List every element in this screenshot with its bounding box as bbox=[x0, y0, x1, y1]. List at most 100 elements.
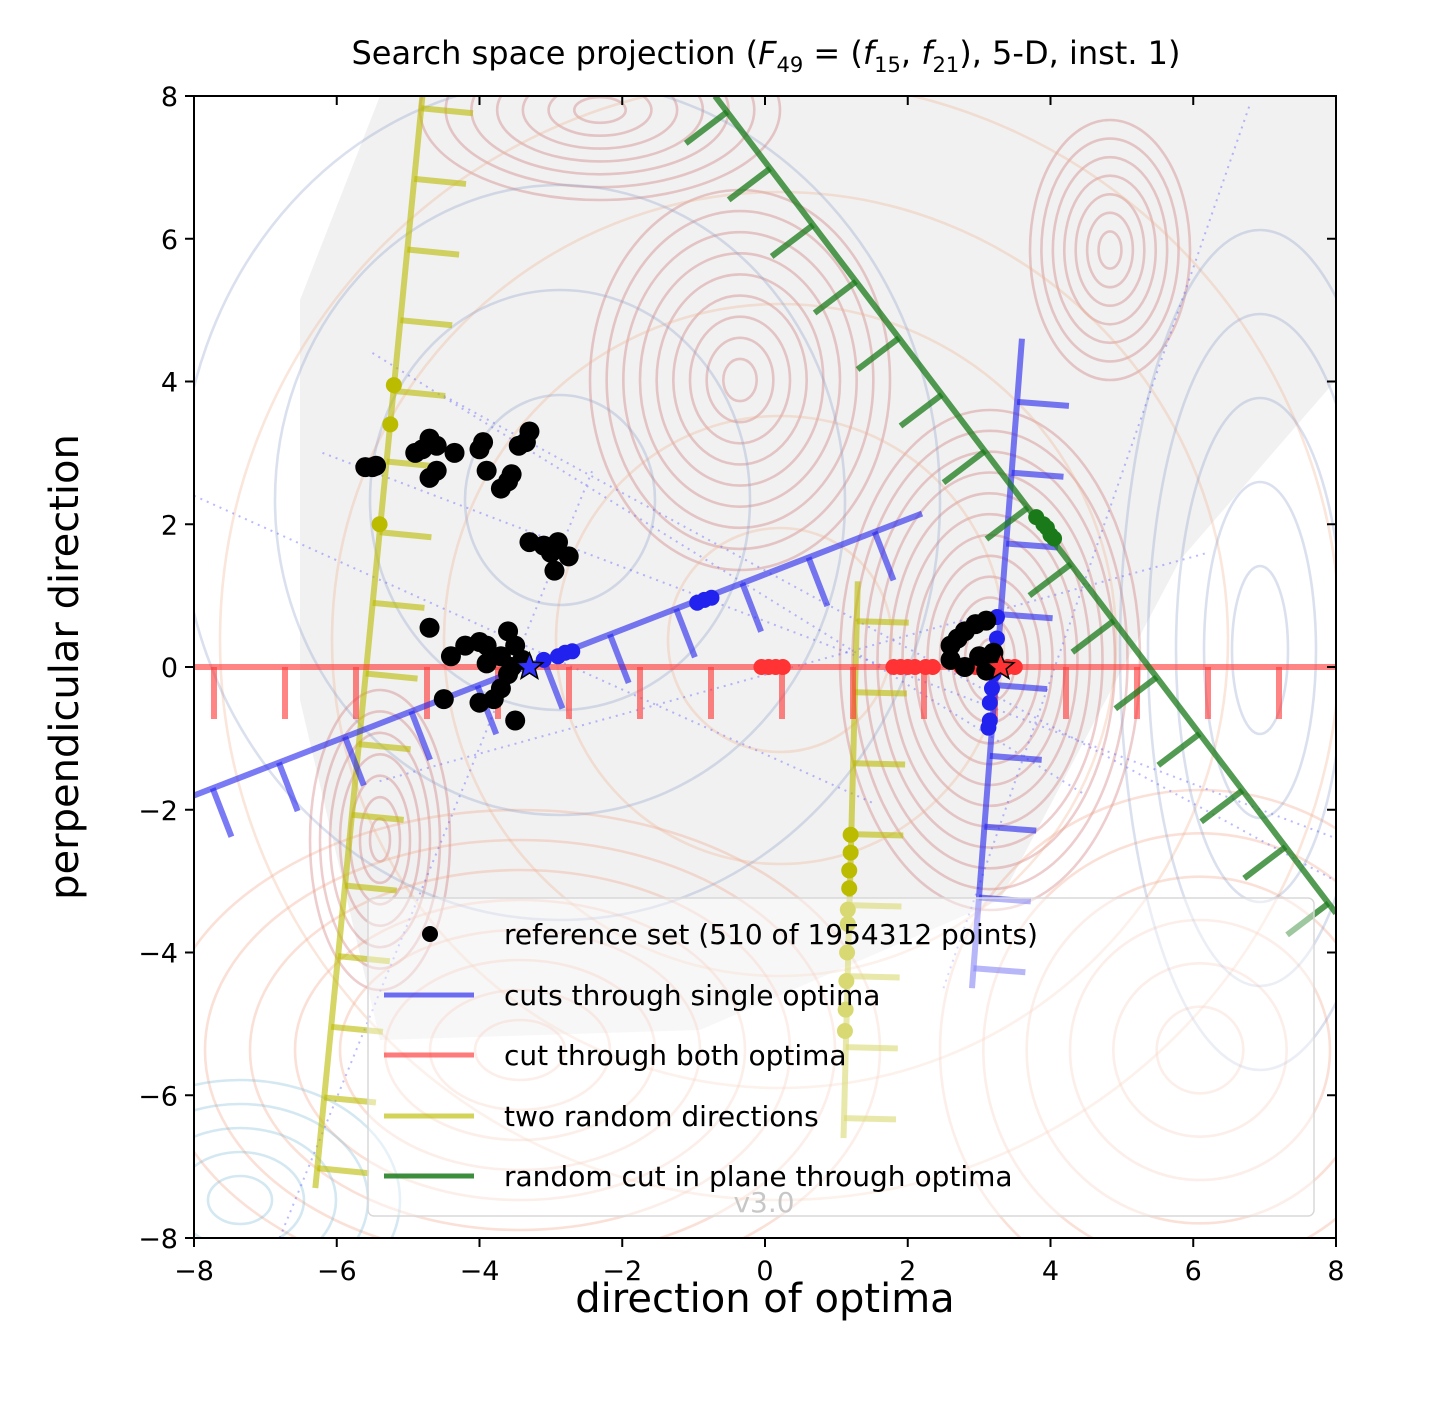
two-random-directions-tick bbox=[420, 105, 474, 117]
contour-line bbox=[194, 1078, 402, 1238]
reference-set-510-of-1954312-points-point bbox=[954, 657, 975, 677]
contour-line bbox=[1062, 174, 1158, 326]
cuts-through-single-optima-point bbox=[981, 694, 998, 711]
guide-line bbox=[443, 394, 1336, 883]
two-random-directions-tick bbox=[845, 1044, 898, 1052]
cuts-through-single-optima-point bbox=[980, 719, 997, 736]
guide-line bbox=[194, 494, 873, 804]
contour-line bbox=[622, 230, 858, 530]
reference-set-510-of-1954312-points-point bbox=[476, 460, 497, 481]
contour-line bbox=[705, 336, 775, 424]
two-random-directions-tick bbox=[851, 831, 904, 839]
reference-set-510-of-1954312-points-point bbox=[558, 546, 579, 567]
legend-label-both-optima: cut through both optima bbox=[504, 1039, 847, 1072]
contour-line bbox=[1068, 918, 1332, 1182]
reference-set-510-of-1954312-points-point bbox=[501, 657, 522, 677]
two-random-directions-tick bbox=[393, 387, 446, 399]
random-cut-in-plane-through-optima-tick bbox=[1027, 561, 1073, 599]
contour-line bbox=[1040, 137, 1180, 363]
two-random-directions-tick bbox=[856, 618, 909, 626]
x-tick-label: −6 bbox=[317, 1256, 357, 1287]
random-cut-in-plane-through-optima-point bbox=[1046, 530, 1063, 547]
contour-line bbox=[328, 731, 432, 949]
two-random-directions-point bbox=[842, 826, 859, 843]
contour-line bbox=[1085, 211, 1135, 289]
two-random-directions-point bbox=[839, 901, 856, 918]
random-cut-in-plane-through-optima-tick bbox=[1199, 787, 1245, 825]
contour-line bbox=[605, 209, 875, 551]
reference-set-510-of-1954312-points-point bbox=[473, 432, 494, 453]
reference-set-510-of-1954312-points-point bbox=[544, 560, 565, 581]
two-random-directions-tick bbox=[351, 811, 404, 823]
optimum-star bbox=[985, 650, 1016, 680]
cuts-through-single-optima-tick bbox=[1000, 611, 1053, 622]
random-cut-in-plane-through-optima-tick bbox=[1070, 618, 1116, 655]
random-cut-in-plane-through-optima-tick bbox=[726, 166, 772, 203]
contour-line bbox=[273, 183, 847, 817]
reference-set-510-of-1954312-points-point bbox=[501, 464, 522, 485]
two-random-directions-point bbox=[837, 1001, 854, 1018]
reference-set-510-of-1954312-points-point bbox=[505, 710, 526, 731]
legend-label-reference-set: reference set (510 of 1954312 points) bbox=[504, 918, 1038, 951]
contour-line bbox=[194, 1150, 306, 1238]
contour-line bbox=[1118, 228, 1336, 1072]
contour-line bbox=[1025, 875, 1336, 1225]
contour-line bbox=[851, 429, 1129, 891]
reference-set-510-of-1954312-points-point bbox=[419, 617, 440, 638]
two-random-directions-tick bbox=[379, 529, 432, 541]
x-tick-label: −8 bbox=[174, 1256, 214, 1287]
x-tick-label: 2 bbox=[899, 1256, 916, 1287]
contour-line bbox=[368, 288, 752, 712]
cuts-through-single-optima-tick bbox=[540, 658, 566, 710]
contour-line bbox=[876, 471, 1104, 849]
two-random-directions-point bbox=[842, 844, 859, 861]
legend: reference set (510 of 1954312 points) cu… bbox=[367, 897, 1315, 1217]
two-random-directions-point bbox=[385, 377, 402, 394]
chart-title: Search space projection (F49 = (f15, f21… bbox=[351, 34, 1180, 77]
cuts-through-single-optima-tick bbox=[871, 530, 897, 582]
random-cut-in-plane-through-optima-tick bbox=[683, 109, 729, 146]
two-random-directions-tick bbox=[843, 1115, 897, 1123]
two-random-directions-point bbox=[841, 880, 858, 897]
contour-line bbox=[218, 96, 1336, 1202]
contour-line bbox=[1028, 118, 1192, 382]
y-tick-label: 0 bbox=[161, 653, 178, 684]
reference-set-510-of-1954312-points-point bbox=[366, 455, 387, 476]
plot-area bbox=[194, 96, 1336, 1238]
contour-line bbox=[293, 898, 747, 1202]
two-random-directions-tick bbox=[849, 902, 902, 910]
contour-line bbox=[428, 988, 612, 1112]
cuts-through-single-optima-tick bbox=[973, 965, 1026, 976]
version-label: v3.0 bbox=[733, 1186, 794, 1219]
legend-box bbox=[367, 897, 1315, 1217]
cuts-through-single-optima-tick bbox=[739, 582, 764, 633]
cuts-through-single-optima-point bbox=[988, 630, 1005, 647]
y-tick-label: −4 bbox=[138, 939, 178, 970]
axis-ticks: −8 −6 −4 −2 0 2 4 6 8 −8 −6 −4 −2 0 2 4 6 8 bbox=[138, 82, 1344, 1287]
two-random-directions-point bbox=[838, 973, 855, 990]
two-random-directions-line bbox=[312, 96, 426, 1189]
cuts-through-single-optima-tick bbox=[1016, 398, 1070, 409]
two-random-directions-point bbox=[839, 915, 856, 932]
contour-line bbox=[638, 252, 842, 508]
y-tick-label: −6 bbox=[138, 1081, 178, 1112]
contour-line bbox=[1112, 962, 1288, 1138]
random-cut-in-plane-through-optima-tick bbox=[855, 335, 901, 372]
reference-set-510-of-1954312-points-point bbox=[426, 435, 447, 456]
random-cut-in-plane-through-optima-tick bbox=[1242, 844, 1288, 881]
contour-line bbox=[495, 96, 705, 163]
contour-line bbox=[521, 96, 679, 150]
reference-set-510-of-1954312-points-point bbox=[476, 653, 497, 674]
two-random-directions-point bbox=[371, 516, 388, 533]
guide-line bbox=[278, 466, 595, 1238]
contour-line bbox=[308, 688, 452, 992]
random-cut-in-plane-through-optima-tick bbox=[1113, 674, 1159, 712]
contour-line bbox=[863, 450, 1117, 870]
two-random-directions-tick bbox=[854, 689, 908, 697]
x-tick-label: −2 bbox=[602, 1256, 642, 1287]
contour-line bbox=[672, 294, 808, 466]
cuts-through-single-optima-tick bbox=[607, 633, 632, 684]
contour-line bbox=[1230, 564, 1290, 736]
y-axis-title: perpendicular direction bbox=[42, 434, 88, 900]
